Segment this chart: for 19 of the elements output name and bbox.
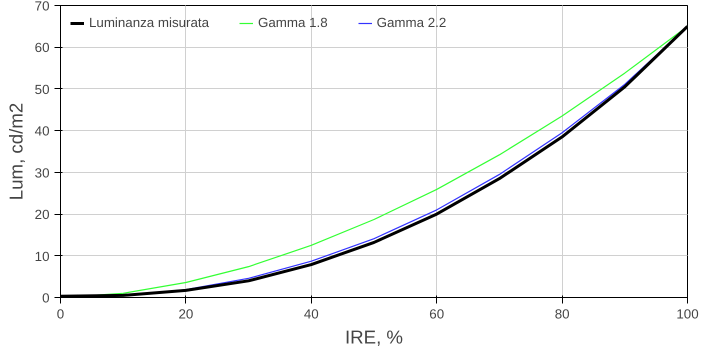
x-axis-title: IRE, % [344,326,404,348]
x-tick-label: 40 [304,306,319,322]
y-tick-label: 30 [34,165,50,180]
legend-label: Gamma 1.8 [258,15,328,30]
x-tick-label: 80 [554,306,570,322]
y-tick-label: 20 [34,207,50,222]
legend-label: Gamma 2.2 [376,15,446,30]
y-tick-label: 10 [34,248,50,264]
x-tick-label: 0 [56,306,64,322]
x-tick-label: 20 [178,306,194,322]
y-axis-title: Lum, cd/m2 [6,102,27,200]
x-tick-label: 100 [676,306,699,322]
x-tick-label: 60 [429,306,444,322]
y-tick-label: 50 [34,82,50,97]
legend-label: Luminanza misurata [89,15,210,30]
y-tick-label: 40 [34,124,50,139]
y-tick-label: 70 [34,0,50,14]
y-tick-label: 0 [42,290,50,306]
y-tick-label: 60 [34,40,50,56]
